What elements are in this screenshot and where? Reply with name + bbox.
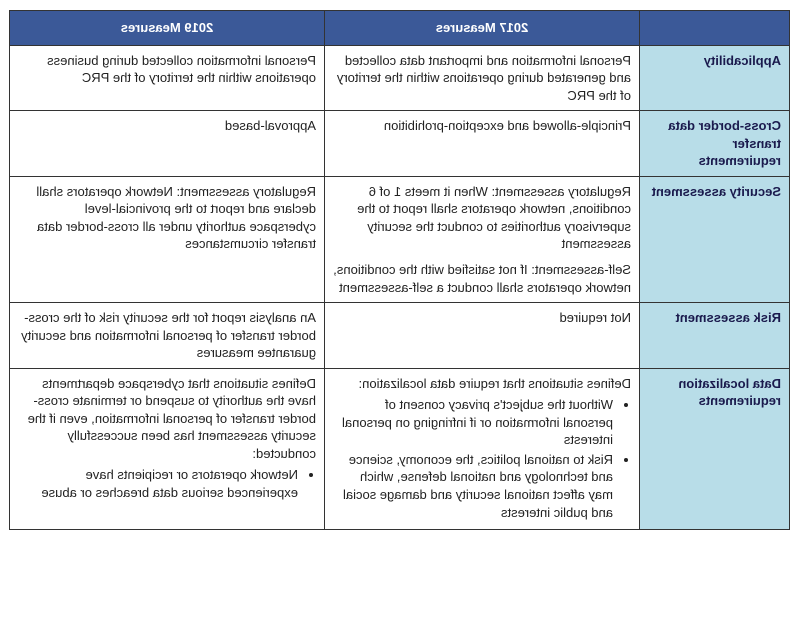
cell-intro: Defines situations that cyberspace depar…: [18, 375, 316, 463]
cell-localization-2019: Defines situations that cyberspace depar…: [10, 368, 325, 529]
comparison-table: 2017 Measures 2019 Measures Applicabilit…: [9, 10, 790, 530]
table-row: Risk assessment Not required An analysis…: [10, 303, 790, 369]
cell-applicability-2017: Personal information and important data …: [325, 45, 640, 111]
table-row: Security assessment Regulatory assessmen…: [10, 176, 790, 302]
table-header-row: 2017 Measures 2019 Measures: [10, 11, 790, 46]
header-2017: 2017 Measures: [325, 11, 640, 46]
header-2019: 2019 Measures: [10, 11, 325, 46]
cell-crossborder-2017: Principle-allowed and exception-prohibit…: [325, 111, 640, 177]
table-row: Applicability Personal information and i…: [10, 45, 790, 111]
list-item: Without the subject's privacy consent of…: [333, 396, 613, 449]
list-item: Risk to national politics, the economy, …: [333, 451, 613, 521]
cell-text: Self-assessment: If not satisfied with t…: [333, 261, 631, 296]
list-item: Network operators or recipients have exp…: [18, 466, 298, 501]
rowhead-security: Security assessment: [640, 176, 790, 302]
rowhead-localization: Data localization requirements: [640, 368, 790, 529]
cell-localization-2017: Defines situations that require data loc…: [325, 368, 640, 529]
bullet-list: Without the subject's privacy consent of…: [333, 396, 631, 521]
cell-applicability-2019: Personal information collected during bu…: [10, 45, 325, 111]
rowhead-applicability: Applicability: [640, 45, 790, 111]
table-row: Data localization requirements Defines s…: [10, 368, 790, 529]
cell-security-2019: Regulatory assessment: Network operators…: [10, 176, 325, 302]
bullet-list: Network operators or recipients have exp…: [18, 466, 316, 501]
rowhead-crossborder: Cross-border data transfer requirements: [640, 111, 790, 177]
cell-text: Regulatory assessment: When it meets 1 o…: [333, 183, 631, 253]
cell-security-2017: Regulatory assessment: When it meets 1 o…: [325, 176, 640, 302]
cell-risk-2017: Not required: [325, 303, 640, 369]
cell-risk-2019: An analysis report for the security risk…: [10, 303, 325, 369]
header-blank: [640, 11, 790, 46]
rowhead-risk: Risk assessment: [640, 303, 790, 369]
cell-crossborder-2019: Approval-based: [10, 111, 325, 177]
cell-intro: Defines situations that require data loc…: [333, 375, 631, 393]
table-row: Cross-border data transfer requirements …: [10, 111, 790, 177]
